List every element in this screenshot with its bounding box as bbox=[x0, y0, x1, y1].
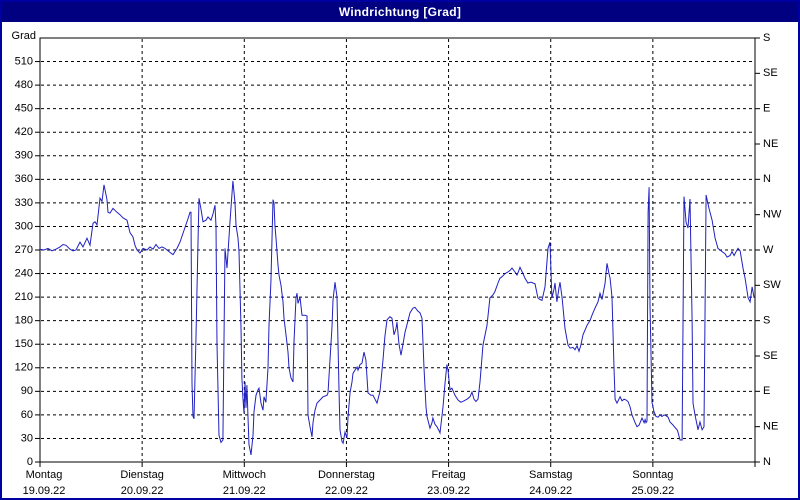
svg-text:19.09.22: 19.09.22 bbox=[23, 485, 66, 497]
svg-text:E: E bbox=[763, 103, 770, 115]
window-titlebar: Windrichtung [Grad] bbox=[2, 2, 798, 22]
svg-text:SW: SW bbox=[763, 279, 781, 291]
svg-text:Donnerstag: Donnerstag bbox=[318, 469, 375, 481]
svg-text:Freitag: Freitag bbox=[431, 469, 465, 481]
svg-text:25.09.22: 25.09.22 bbox=[631, 485, 674, 497]
svg-text:390: 390 bbox=[15, 150, 33, 162]
svg-text:30: 30 bbox=[21, 432, 33, 444]
svg-text:150: 150 bbox=[15, 338, 33, 350]
window-title: Windrichtung [Grad] bbox=[338, 5, 462, 19]
svg-text:SE: SE bbox=[763, 350, 778, 362]
y-axis-right: N NE E SE S SW W NW N NE E SE S bbox=[755, 32, 782, 468]
svg-text:420: 420 bbox=[15, 126, 33, 138]
svg-text:300: 300 bbox=[15, 220, 33, 232]
svg-text:W: W bbox=[763, 244, 774, 256]
svg-text:Montag: Montag bbox=[26, 469, 63, 481]
svg-text:Grad: Grad bbox=[12, 30, 36, 42]
svg-text:24.09.22: 24.09.22 bbox=[529, 485, 572, 497]
svg-text:21.09.22: 21.09.22 bbox=[223, 485, 266, 497]
chart-area: Grad 0 30 60 90 120 150 180 210 240 270 300 330 360 39… bbox=[2, 22, 798, 498]
svg-text:90: 90 bbox=[21, 385, 33, 397]
svg-text:N: N bbox=[763, 173, 771, 185]
svg-text:Mittwoch: Mittwoch bbox=[223, 469, 266, 481]
svg-text:Dienstag: Dienstag bbox=[120, 469, 163, 481]
svg-text:330: 330 bbox=[15, 197, 33, 209]
wind-direction-chart: Grad 0 30 60 90 120 150 180 210 240 270 300 330 360 39… bbox=[12, 30, 782, 497]
svg-text:Sonntag: Sonntag bbox=[632, 469, 673, 481]
svg-text:20.09.22: 20.09.22 bbox=[121, 485, 164, 497]
svg-text:450: 450 bbox=[15, 103, 33, 115]
svg-text:SE: SE bbox=[763, 67, 778, 79]
svg-text:240: 240 bbox=[15, 267, 33, 279]
svg-text:480: 480 bbox=[15, 79, 33, 91]
x-axis: Montag 19.09.22 Dienstag 20.09.22 Mittwoch 21… bbox=[23, 462, 756, 497]
svg-text:270: 270 bbox=[15, 244, 33, 256]
svg-text:360: 360 bbox=[15, 173, 33, 185]
svg-text:120: 120 bbox=[15, 362, 33, 374]
svg-text:23.09.22: 23.09.22 bbox=[427, 485, 470, 497]
svg-text:N: N bbox=[763, 456, 771, 468]
svg-text:NW: NW bbox=[763, 209, 782, 221]
svg-text:22.09.22: 22.09.22 bbox=[325, 485, 368, 497]
svg-text:180: 180 bbox=[15, 315, 33, 327]
svg-text:S: S bbox=[763, 32, 770, 44]
y-axis-left: Grad 0 30 60 90 120 150 180 210 240 270 300 330 360 39… bbox=[12, 30, 40, 468]
svg-text:Samstag: Samstag bbox=[529, 469, 572, 481]
svg-text:60: 60 bbox=[21, 409, 33, 421]
svg-text:S: S bbox=[763, 315, 770, 327]
wind-direction-line bbox=[39, 180, 755, 455]
svg-text:0: 0 bbox=[27, 456, 33, 468]
svg-text:E: E bbox=[763, 385, 770, 397]
svg-text:510: 510 bbox=[15, 55, 33, 67]
svg-text:NE: NE bbox=[763, 138, 778, 150]
svg-text:210: 210 bbox=[15, 291, 33, 303]
svg-text:NE: NE bbox=[763, 421, 778, 433]
